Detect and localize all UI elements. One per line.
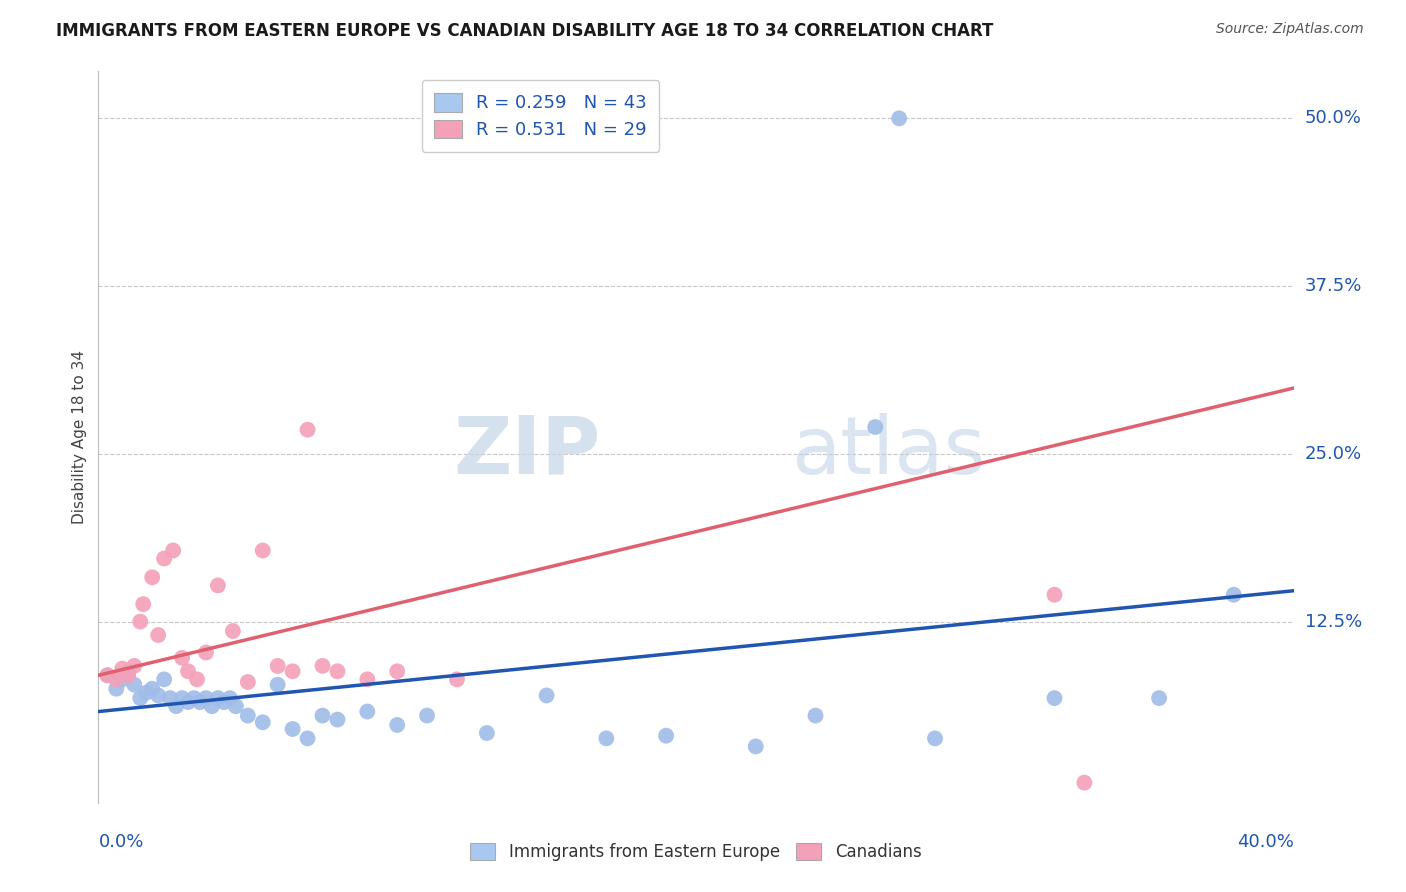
Point — [96, 668, 118, 682]
Point — [225, 699, 247, 714]
Point — [236, 675, 259, 690]
Point — [207, 578, 229, 592]
Point — [195, 691, 218, 706]
Point — [124, 659, 146, 673]
Text: ZIP: ZIP — [453, 413, 600, 491]
Point — [311, 659, 333, 673]
Point — [165, 699, 187, 714]
Point — [297, 423, 319, 437]
Point — [595, 731, 617, 746]
Text: IMMIGRANTS FROM EASTERN EUROPE VS CANADIAN DISABILITY AGE 18 TO 34 CORRELATION C: IMMIGRANTS FROM EASTERN EUROPE VS CANADI… — [56, 22, 994, 40]
Point — [219, 691, 242, 706]
Point — [212, 695, 235, 709]
Point — [148, 628, 170, 642]
Point — [177, 665, 200, 679]
Point — [1043, 588, 1066, 602]
Point — [124, 678, 146, 692]
Point — [117, 665, 139, 679]
Point — [252, 543, 274, 558]
Point — [1043, 691, 1066, 706]
Point — [655, 729, 678, 743]
Point — [129, 691, 152, 706]
Point — [186, 673, 208, 687]
Point — [356, 673, 378, 687]
Text: 40.0%: 40.0% — [1237, 833, 1294, 851]
Point — [135, 686, 157, 700]
Point — [195, 645, 218, 659]
Text: 50.0%: 50.0% — [1305, 110, 1361, 128]
Point — [141, 681, 163, 696]
Point — [475, 726, 498, 740]
Point — [105, 681, 128, 696]
Point — [416, 708, 439, 723]
Text: 0.0%: 0.0% — [98, 833, 143, 851]
Point — [1073, 775, 1095, 789]
Point — [172, 691, 194, 706]
Point — [924, 731, 946, 746]
Point — [111, 662, 134, 676]
Text: 25.0%: 25.0% — [1305, 445, 1362, 463]
Point — [148, 689, 170, 703]
Point — [162, 543, 184, 558]
Point — [96, 668, 118, 682]
Text: 37.5%: 37.5% — [1305, 277, 1362, 295]
Point — [159, 691, 181, 706]
Y-axis label: Disability Age 18 to 34: Disability Age 18 to 34 — [72, 350, 87, 524]
Point — [222, 624, 245, 638]
Point — [311, 708, 333, 723]
Point — [1147, 691, 1170, 706]
Point — [172, 651, 194, 665]
Point — [281, 722, 304, 736]
Point — [745, 739, 768, 754]
Point — [385, 665, 409, 679]
Point — [236, 708, 259, 723]
Point — [536, 689, 558, 703]
Point — [446, 673, 468, 687]
Point — [804, 708, 827, 723]
Point — [105, 673, 128, 687]
Point — [889, 112, 911, 126]
Point — [267, 678, 290, 692]
Point — [1223, 588, 1246, 602]
Point — [153, 673, 176, 687]
Text: atlas: atlas — [792, 413, 986, 491]
Point — [252, 715, 274, 730]
Point — [207, 691, 229, 706]
Point — [183, 691, 205, 706]
Point — [188, 695, 211, 709]
Point — [326, 713, 349, 727]
Point — [326, 665, 349, 679]
Text: 12.5%: 12.5% — [1305, 613, 1362, 631]
Point — [153, 551, 176, 566]
Text: Source: ZipAtlas.com: Source: ZipAtlas.com — [1216, 22, 1364, 37]
Point — [201, 699, 224, 714]
Legend: Immigrants from Eastern Europe, Canadians: Immigrants from Eastern Europe, Canadian… — [464, 836, 928, 868]
Point — [385, 718, 409, 732]
Point — [129, 615, 152, 629]
Point — [297, 731, 319, 746]
Point — [865, 420, 887, 434]
Point — [111, 673, 134, 687]
Point — [267, 659, 290, 673]
Point — [141, 570, 163, 584]
Point — [132, 597, 155, 611]
Point — [281, 665, 304, 679]
Point — [177, 695, 200, 709]
Point — [117, 668, 139, 682]
Point — [356, 705, 378, 719]
